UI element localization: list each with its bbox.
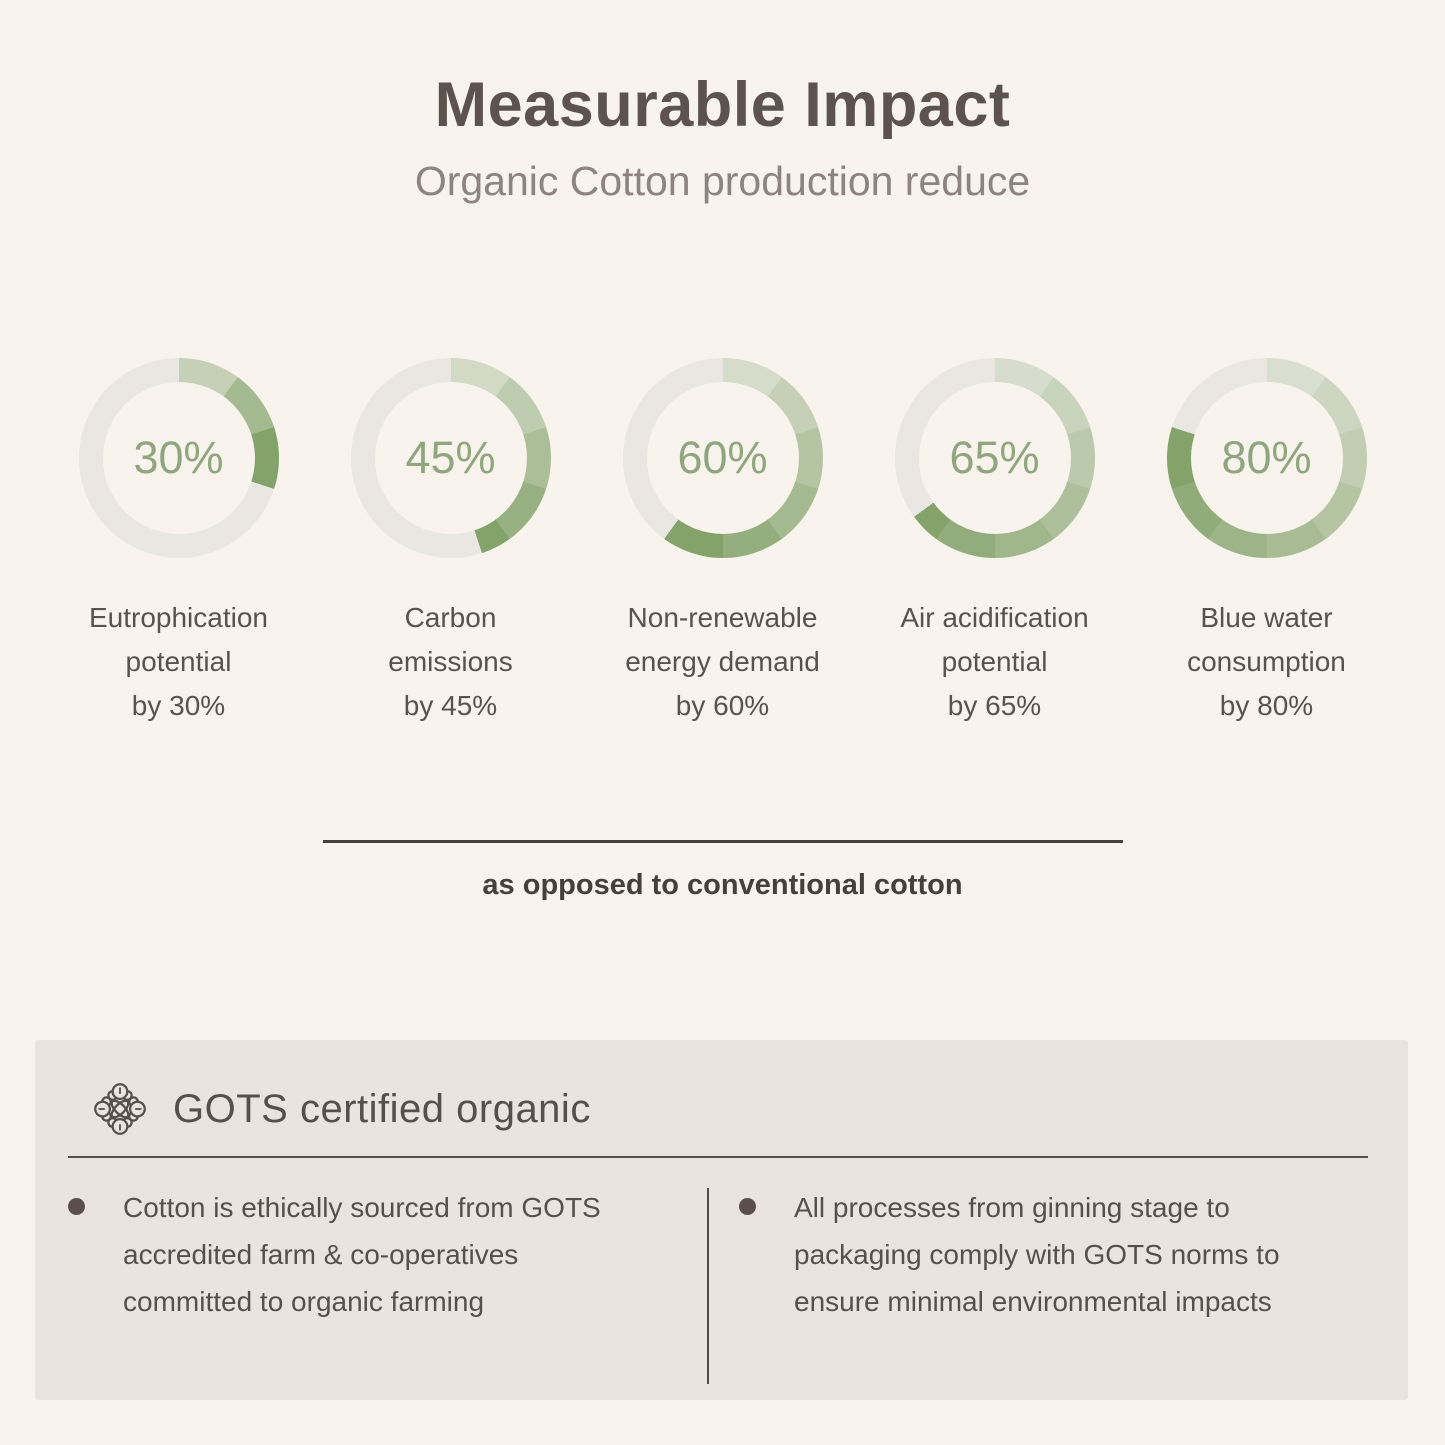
donut-chart: 60%: [622, 357, 823, 558]
donut-percent-value: 45%: [405, 431, 496, 483]
donut-percent-value: 65%: [949, 431, 1040, 483]
donut-percent-value: 30%: [133, 431, 224, 483]
donut-hole: [918, 381, 1071, 534]
gots-bullet-item: Cotton is ethically sourced from GOTS ac…: [68, 1184, 707, 1384]
donut-chart: 30%: [78, 357, 279, 558]
gots-knot-icon: [93, 1082, 147, 1136]
donut-percent-value: 80%: [1221, 431, 1312, 483]
gots-panel: GOTS certified organic Cotton is ethical…: [35, 1040, 1408, 1400]
page-subtitle: Organic Cotton production reduce: [414, 157, 1031, 204]
impact-stat: 80% Blue water consumption by 80%: [1131, 357, 1403, 728]
stat-label: Carbon emissions by 45%: [388, 601, 513, 721]
gots-bullet-text: All processes from ginning stage to pack…: [794, 1192, 1280, 1317]
donut-chart: 80%: [1166, 357, 1367, 558]
gots-bullet-text: Cotton is ethically sourced from GOTS ac…: [123, 1192, 601, 1317]
donut-percent-value: 60%: [677, 431, 768, 483]
impact-stats-row: 30% Eutrophication potential by 30% 45% …: [0, 357, 1445, 728]
gots-columns: Cotton is ethically sourced from GOTS ac…: [35, 1158, 1408, 1384]
footnote-text: as opposed to conventional cotton: [482, 868, 963, 901]
column-divider: [707, 1188, 709, 1384]
gots-heading: GOTS certified organic: [173, 1086, 591, 1131]
bullet-dot-icon: [739, 1198, 756, 1215]
donut-hole: [374, 381, 527, 534]
donut-hole: [102, 381, 255, 534]
impact-stat: 45% Carbon emissions by 45%: [315, 357, 587, 728]
gots-bullet-item: All processes from ginning stage to pack…: [709, 1184, 1378, 1384]
bullet-dot-icon: [68, 1198, 85, 1215]
donut-chart: 45%: [350, 357, 551, 558]
donut-hole: [646, 381, 799, 534]
stat-label: Eutrophication potential by 30%: [88, 601, 268, 721]
donut-chart: 65%: [894, 357, 1095, 558]
impact-stat: 30% Eutrophication potential by 30%: [43, 357, 315, 728]
impact-stat: 65% Air acidification potential by 65%: [859, 357, 1131, 728]
stat-label: Non-renewable energy demand by 60%: [625, 601, 820, 721]
gots-panel-header: GOTS certified organic: [35, 1040, 1408, 1136]
donut-hole: [1190, 381, 1343, 534]
page-title: Measurable Impact: [434, 70, 1011, 140]
gots-header-divider: [68, 1156, 1368, 1158]
stat-label: Blue water consumption by 80%: [1187, 601, 1346, 721]
impact-stat: 60% Non-renewable energy demand by 60%: [587, 357, 859, 728]
stat-label: Air acidification potential by 65%: [900, 601, 1089, 721]
divider-line: [322, 839, 1123, 843]
